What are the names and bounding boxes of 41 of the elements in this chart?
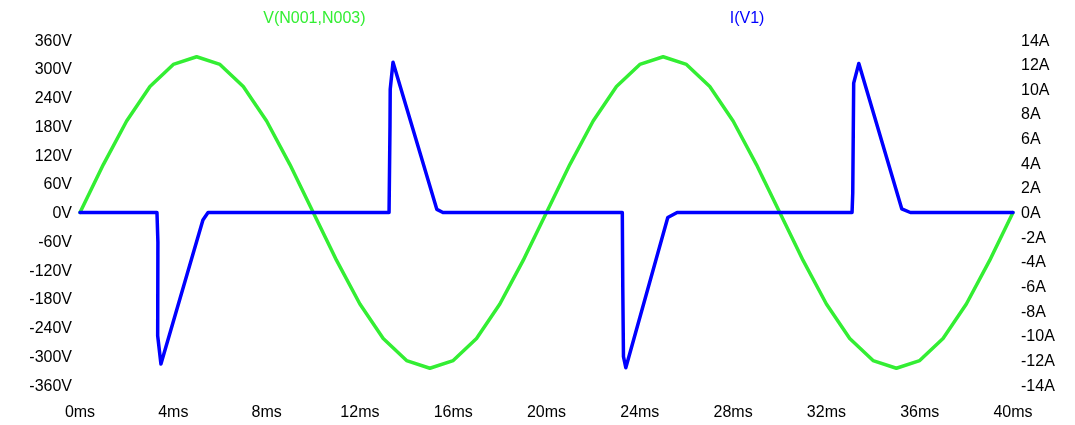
y-tick-label: 240V xyxy=(34,89,73,106)
y-tick-label: -240V xyxy=(29,319,73,336)
y-tick-label: 360V xyxy=(34,31,73,49)
x-tick-label: 28ms xyxy=(713,402,753,420)
y-tick-label: 180V xyxy=(34,117,73,135)
y2-tick-label: 0A xyxy=(1021,204,1041,221)
text: I(V1) xyxy=(729,8,765,26)
y-tick-label: -60V xyxy=(38,232,73,250)
y2-tick-label: -14A xyxy=(1021,376,1056,394)
y-tick-label: 120V xyxy=(34,146,73,164)
x-tick-label: 12ms xyxy=(340,402,380,420)
y2-tick-label: -6A xyxy=(1021,277,1047,295)
x-tick-label: 20ms xyxy=(526,402,567,420)
y2-tick-label: 4A xyxy=(1021,154,1041,172)
y2-tick-label: 10A xyxy=(1021,80,1050,98)
y2-tick-label: -4A xyxy=(1021,253,1047,271)
y-tick-label: -120V xyxy=(29,261,73,279)
x-tick-label: 32ms xyxy=(806,402,846,420)
y2-tick-label: 2A xyxy=(1021,179,1041,197)
y2-tick-label: 6A xyxy=(1021,130,1041,148)
y-tick-label: -300V xyxy=(29,347,73,365)
y-tick-label: 300V xyxy=(34,60,73,78)
y-tick-label: 60V xyxy=(43,175,73,193)
y2-tick-label: 8A xyxy=(1021,105,1041,123)
x-tick-label: 0ms xyxy=(64,402,96,420)
x-tick-label: 4ms xyxy=(158,402,189,420)
y2-tick-label: -2A xyxy=(1021,228,1047,246)
y2-tick-label: -8A xyxy=(1021,302,1047,320)
text: V(N001,N003) xyxy=(263,8,366,26)
x-tick-label: 16ms xyxy=(433,402,473,420)
y2-tick-label: -10A xyxy=(1021,327,1056,345)
x-tick-label: 24ms xyxy=(620,402,660,420)
x-tick-label: 8ms xyxy=(251,402,282,420)
x-tick-label: 36ms xyxy=(900,402,940,420)
x-tick-label: 40ms xyxy=(993,402,1033,420)
y-tick-label: 0V xyxy=(52,204,73,221)
y-tick-label: -360V xyxy=(29,376,73,394)
y-tick-label: -180V xyxy=(29,290,73,308)
y2-tick-label: 12A xyxy=(1021,56,1050,74)
y2-tick-label: -12A xyxy=(1021,351,1056,369)
y2-tick-label: 14A xyxy=(1021,31,1050,49)
